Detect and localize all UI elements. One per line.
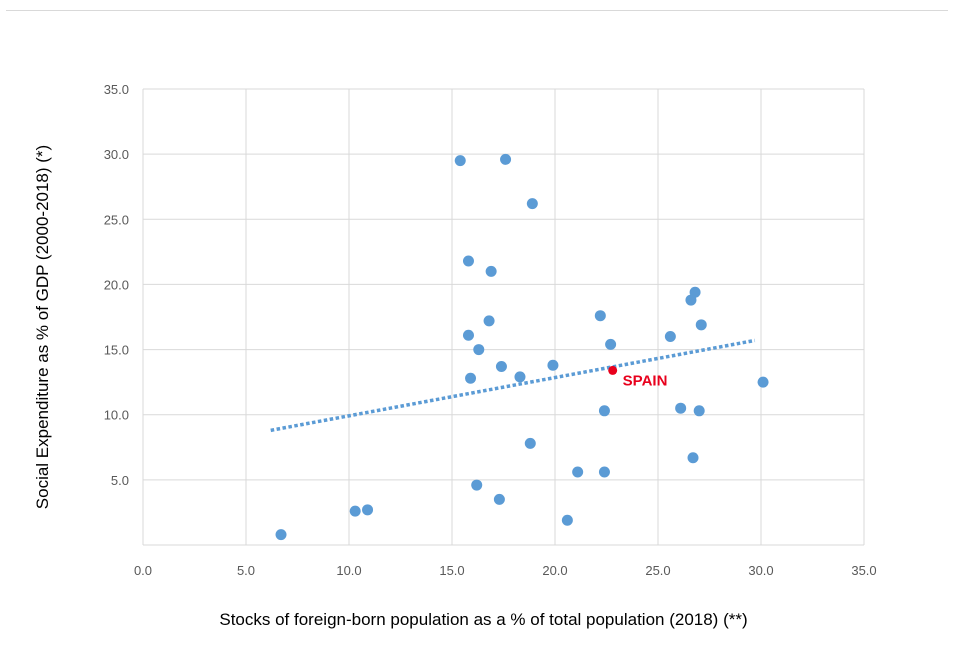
data-point [524,437,536,449]
top-divider [6,10,948,11]
y-axis-title: Social Expenditure as % of GDP (2000-201… [33,145,52,509]
x-tick-label: 5.0 [237,563,255,578]
x-tick-label: 0.0 [134,563,152,578]
trendline-layer [270,338,756,433]
data-point [693,405,705,417]
data-point [757,376,769,388]
data-point [493,493,505,505]
x-tick-label: 20.0 [542,563,567,578]
data-point [462,255,474,267]
spain-annotation: SPAIN [623,372,668,389]
x-tick-label: 30.0 [748,563,773,578]
data-point [675,402,687,414]
data-points [275,153,769,541]
data-point [483,315,495,327]
data-point [349,505,361,517]
data-point [454,155,466,167]
data-point [598,466,610,478]
y-tick-label: 5.0 [111,473,129,488]
y-tick-label: 10.0 [104,408,129,423]
data-point [471,479,483,491]
x-tick-label: 35.0 [851,563,876,578]
data-point [514,371,526,383]
data-point [689,286,701,298]
data-point [275,529,287,541]
spain-point [608,365,618,375]
y-tick-label: 20.0 [104,277,129,292]
y-tick-label: 15.0 [104,343,129,358]
data-point [495,361,507,373]
data-point [465,372,477,384]
data-point [561,514,573,526]
data-point [695,319,707,331]
data-point [526,198,538,210]
data-point [500,153,512,165]
data-point [547,359,559,371]
y-tick-label: 30.0 [104,147,129,162]
x-axis-title: Stocks of foreign-born population as a %… [219,610,747,629]
data-point [485,265,497,277]
y-tick-label: 25.0 [104,212,129,227]
grid-lines [142,88,865,546]
trendline [270,338,756,433]
y-tick-label: 35.0 [104,82,129,97]
x-tick-label: 15.0 [439,563,464,578]
data-point [598,405,610,417]
data-point [473,344,485,356]
data-point [462,329,474,341]
x-tick-label: 25.0 [645,563,670,578]
data-point [605,338,617,350]
data-point [362,504,374,516]
data-point [664,331,676,343]
data-point [572,466,584,478]
data-point [594,310,606,322]
data-point [687,452,699,464]
x-tick-label: 10.0 [336,563,361,578]
tick-labels: 0.0 5.0 10.0 15.0 20.0 25.0 30.0 35.0 5.0 10.0 15.… [104,82,877,578]
